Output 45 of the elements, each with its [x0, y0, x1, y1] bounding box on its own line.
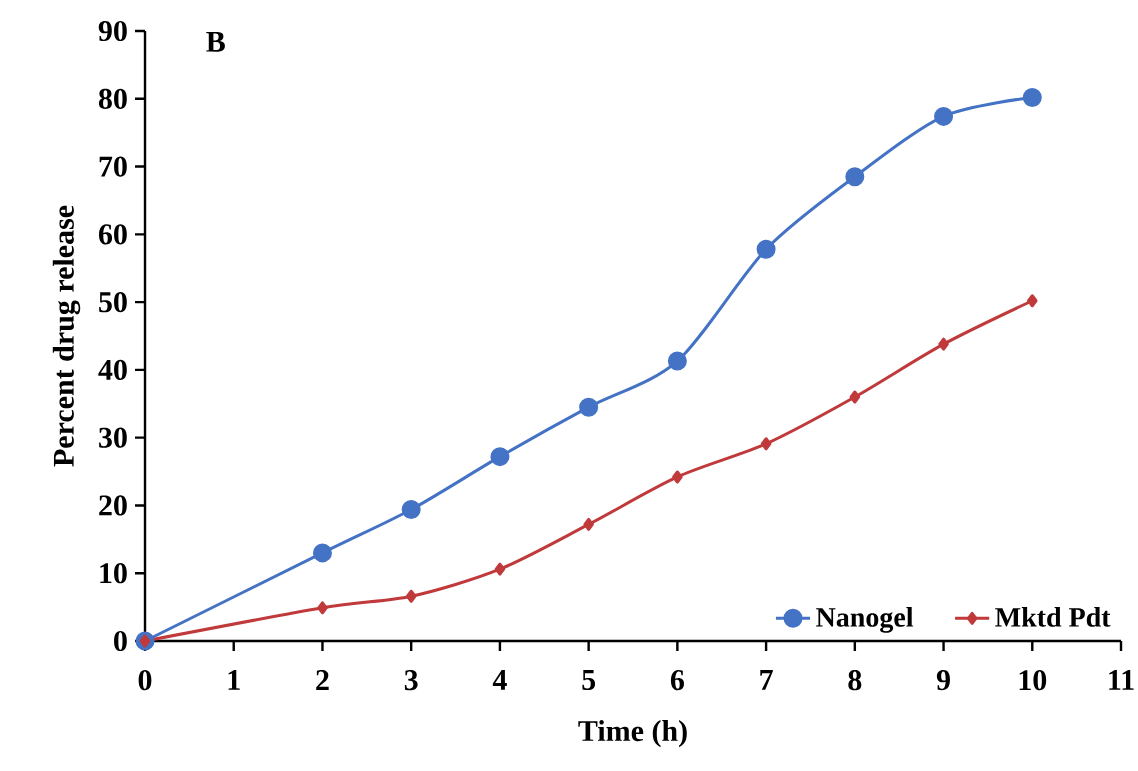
point: [756, 239, 776, 259]
y-tick-label: 40: [98, 359, 127, 380]
point: [760, 437, 772, 451]
point: [938, 337, 949, 351]
point: [490, 447, 510, 467]
annotation: B: [206, 31, 225, 52]
y-tick-label: 80: [98, 88, 127, 109]
point: [1022, 87, 1042, 107]
point: [667, 351, 687, 371]
point: [845, 167, 865, 187]
point: [579, 397, 599, 417]
x-tick-label: 2: [316, 670, 329, 690]
x-tick-label: 7: [760, 670, 773, 690]
y-tick-label: 0: [114, 630, 127, 652]
point: [583, 517, 594, 531]
x-tick-label: 5: [582, 670, 596, 690]
y-tick-label: 60: [98, 224, 127, 245]
y-axis-title: Percent drug release: [52, 205, 81, 467]
point: [401, 500, 421, 520]
x-tick-label: 8: [848, 670, 862, 691]
legend-label: Nanogel: [816, 607, 914, 633]
y-tick-label: 50: [99, 291, 127, 313]
point: [1027, 294, 1038, 308]
y-tick-label: 10: [100, 563, 127, 584]
point: [849, 390, 861, 404]
x-tick-label: 10: [1019, 670, 1047, 691]
x-tick-label: 3: [404, 670, 418, 691]
point: [317, 601, 328, 615]
x-tick-label: 6: [670, 670, 684, 691]
y-tick-label: 90: [98, 20, 127, 42]
x-tick-label: 1: [228, 670, 240, 690]
point: [312, 543, 332, 563]
legend-label: Mktd Pdt: [995, 607, 1111, 627]
point: [672, 470, 683, 484]
x-axis-title: Time (h): [578, 720, 687, 748]
point: [405, 589, 417, 603]
point: [934, 106, 954, 126]
y-tick-label: 20: [99, 495, 127, 516]
y-tick-label: 30: [99, 427, 127, 448]
y-tick-label: 70: [99, 156, 127, 177]
x-tick-label: 4: [492, 670, 507, 690]
x-tick-label: 9: [936, 670, 950, 691]
x-tick-label: 11: [1109, 670, 1134, 690]
x-tick-label: 0: [138, 670, 152, 691]
point: [494, 562, 506, 576]
